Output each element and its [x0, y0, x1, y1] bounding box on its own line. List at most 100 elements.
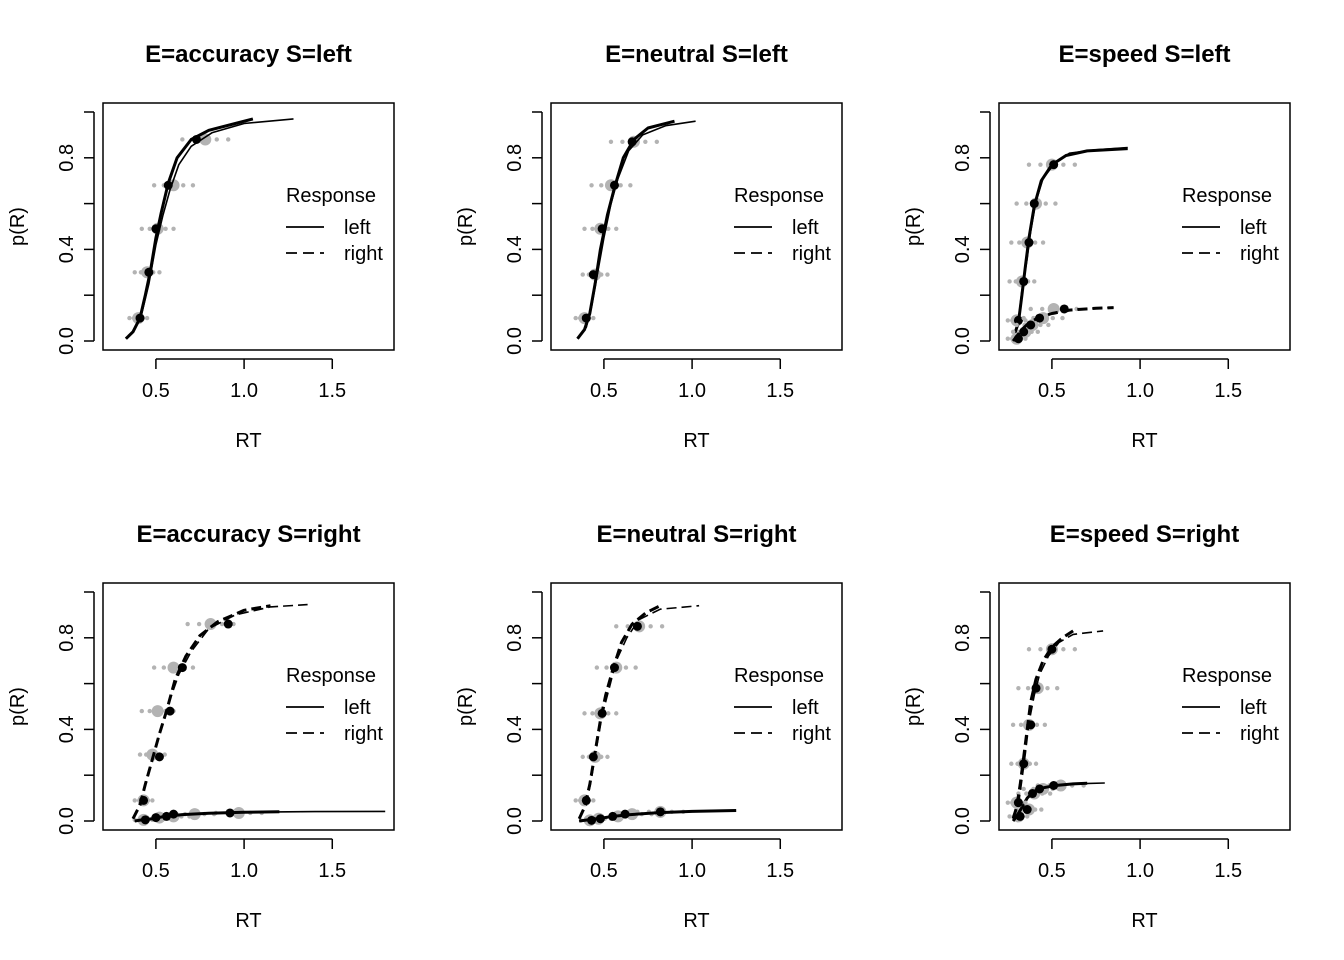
model-quantile-point	[581, 795, 591, 805]
data-spread-point	[1053, 201, 1058, 206]
y-tick-label: 0.8	[56, 144, 78, 172]
data-spread-point	[1043, 201, 1048, 206]
legend-label-left: left	[792, 697, 819, 719]
model-quantile-point	[588, 270, 598, 280]
model-quantile-point	[620, 809, 630, 819]
model-quantile-point	[597, 708, 607, 718]
x-tick-label: 1.5	[1214, 860, 1242, 882]
data-spread-point	[1026, 647, 1032, 652]
model-quantile-point	[1035, 784, 1045, 794]
data-spread-point	[1072, 162, 1078, 167]
plot-frame	[998, 582, 1291, 831]
legend-label-left: left	[344, 217, 371, 239]
y-tick-label: 0.8	[56, 624, 78, 652]
data-spread-point	[614, 711, 619, 716]
model-quantile-point	[144, 267, 154, 277]
model-curve-right	[1011, 629, 1074, 820]
y-axis-label: p(R)	[903, 687, 925, 726]
data-spread-point	[643, 139, 648, 144]
model-curve-left	[576, 120, 696, 340]
data-spread-point	[1035, 329, 1041, 335]
data-spread-point	[1034, 722, 1040, 728]
data-spread-point	[139, 226, 144, 231]
data-spread-point	[137, 752, 143, 757]
model-quantile-point	[1029, 199, 1039, 209]
panel-2: E=neutral S=left 0.5 1.0 1.5 0.0 0.4 0.8 RT p(R)…	[455, 41, 843, 452]
legend-label-left: left	[1240, 217, 1267, 239]
model-quantile-point	[161, 811, 171, 821]
y-tick-label: 0.0	[952, 807, 974, 835]
data-spread-point	[582, 226, 587, 231]
y-tick-label: 0.4	[504, 235, 526, 263]
y-tick-label: 0.4	[952, 235, 974, 263]
legend-title: Response	[734, 665, 824, 687]
x-tick-label: 1.0	[230, 380, 258, 402]
data-spread-point	[214, 137, 219, 142]
data-spread-point	[132, 270, 137, 275]
model-quantile-point	[1019, 327, 1029, 337]
data-spread-point	[185, 621, 190, 627]
plot-frame	[550, 102, 843, 351]
model-quantile-point	[1019, 759, 1029, 769]
panel-title: E=neutral S=right	[596, 521, 796, 548]
x-axis-label: RT	[235, 910, 261, 932]
legend-title: Response	[1182, 185, 1272, 207]
data-spread-point	[648, 624, 653, 629]
x-tick-label: 1.5	[318, 380, 346, 402]
model-quantile-point	[632, 621, 642, 631]
y-tick-label: 0.4	[952, 715, 974, 743]
legend-label-right: right	[792, 243, 831, 265]
panel-title: E=neutral S=left	[605, 41, 788, 68]
model-quantile-point	[151, 224, 161, 234]
x-tick-label: 0.5	[1038, 380, 1066, 402]
model-curve-right	[132, 603, 308, 820]
x-tick-label: 1.0	[230, 860, 258, 882]
x-axis-label: RT	[683, 910, 709, 932]
data-spread-point	[163, 226, 168, 231]
model-quantile-point	[587, 815, 597, 825]
y-tick-label: 0.8	[504, 144, 526, 172]
data-spread-point	[190, 183, 196, 188]
data-spread-point	[1040, 306, 1045, 312]
legend-title: Response	[286, 665, 376, 687]
model-quantile-point	[1013, 334, 1023, 344]
model-quantile-point	[1035, 313, 1045, 323]
panel-title: E=speed S=left	[1058, 41, 1230, 68]
model-quantile-point	[608, 811, 618, 821]
x-tick-label: 1.5	[318, 860, 346, 882]
data-spread-point	[633, 665, 638, 670]
data-quantile-point	[167, 661, 180, 674]
data-spread-point	[1005, 800, 1011, 805]
data-spread-point	[161, 665, 167, 670]
panel-4: E=accuracy S=right 0.5 1.0 1.5 0.0 0.4 0.8 RT p(…	[7, 521, 395, 932]
y-tick-label: 0.0	[56, 327, 78, 355]
data-spread-point	[1025, 685, 1031, 691]
data-spread-point	[1017, 240, 1022, 245]
data-spread-point	[605, 754, 610, 760]
data-spread-point	[591, 798, 596, 803]
data-spread-point	[1014, 201, 1019, 206]
model-quantile-point	[581, 313, 591, 323]
model-curve-right	[577, 604, 661, 820]
data-spread-point	[157, 270, 162, 275]
data-spread-point	[1038, 162, 1043, 167]
model-curve-left	[124, 117, 254, 340]
data-spread-point	[1005, 336, 1011, 341]
x-tick-label: 1.5	[1214, 380, 1242, 402]
y-axis-label: p(R)	[455, 687, 477, 726]
data-spread-point	[1032, 279, 1037, 284]
legend-label-right: right	[792, 723, 831, 745]
model-quantile-point	[140, 815, 150, 825]
x-tick-label: 0.5	[142, 380, 170, 402]
x-axis-label: RT	[683, 430, 709, 452]
model-quantile-point	[139, 795, 149, 805]
data-spread-point	[127, 315, 132, 321]
y-tick-label: 0.8	[952, 144, 974, 172]
legend-title: Response	[1182, 665, 1272, 687]
data-spread-point	[226, 137, 231, 142]
x-axis-label: RT	[235, 430, 261, 452]
model-quantile-point	[223, 619, 233, 629]
data-spread-point	[608, 139, 614, 144]
model-quantile-point	[1049, 781, 1059, 791]
